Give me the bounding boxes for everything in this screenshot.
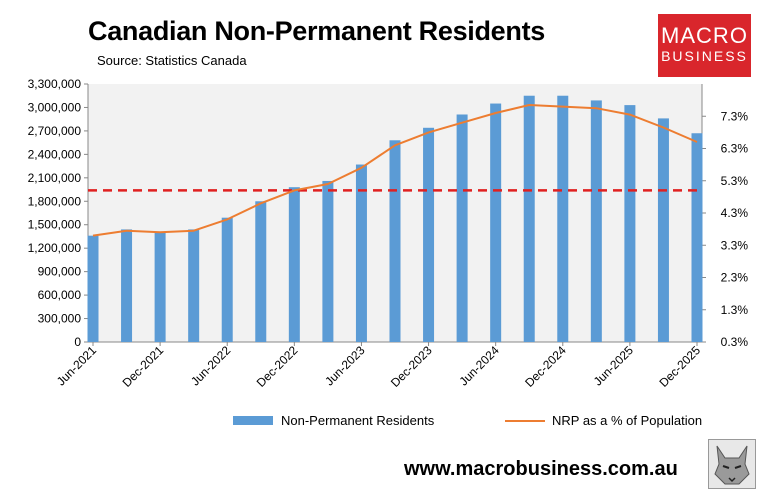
legend-bar-swatch: [233, 416, 273, 425]
left-tick-label: 2,400,000: [28, 147, 82, 161]
bar-npr: [154, 231, 166, 342]
wolf-logo-icon: [708, 439, 756, 489]
bar-npr: [255, 201, 267, 342]
left-tick-label: 3,000,000: [28, 100, 82, 114]
right-tick-label: 4.3%: [721, 206, 749, 220]
left-tick-label: 1,800,000: [28, 194, 82, 208]
left-tick-label: 2,100,000: [28, 171, 82, 185]
line-nrp-percent: [92, 104, 698, 237]
left-tick-label: 900,000: [38, 265, 82, 279]
x-tick-label: Dec-2023: [388, 343, 435, 390]
x-tick-label: Dec-2025: [656, 343, 703, 390]
right-tick-label: 6.3%: [721, 142, 749, 156]
chart-title: Canadian Non-Permanent Residents: [88, 16, 545, 46]
x-tick-label: Jun-2023: [322, 343, 368, 389]
logo-line-2: BUSINESS: [661, 48, 748, 64]
bar-npr: [355, 164, 367, 342]
legend-bar-label: Non-Permanent Residents: [281, 413, 435, 428]
bar-npr: [188, 229, 200, 342]
bar-npr: [624, 105, 636, 342]
left-tick-label: 600,000: [38, 288, 82, 302]
bar-npr: [87, 235, 99, 342]
right-tick-label: 0.3%: [721, 335, 749, 349]
x-tick-label: Jun-2022: [188, 343, 234, 389]
left-tick-label: 300,000: [38, 312, 82, 326]
brand-logo[interactable]: MACRO BUSINESS: [658, 14, 751, 77]
bar-npr: [523, 95, 535, 343]
bar-npr: [657, 118, 669, 343]
left-tick-label: 2,700,000: [28, 124, 82, 138]
bar-npr: [288, 187, 300, 342]
x-tick-label: Dec-2021: [120, 343, 167, 390]
right-tick-label: 1.3%: [721, 303, 749, 317]
bar-npr: [389, 140, 401, 342]
logo-line-1: MACRO: [661, 23, 748, 48]
chart-subtitle: Source: Statistics Canada: [97, 53, 247, 68]
bar-npr: [423, 127, 435, 342]
left-tick-label: 1,500,000: [28, 218, 82, 232]
bar-npr: [221, 217, 233, 342]
bar-npr: [557, 95, 569, 343]
left-tick-label: 3,300,000: [28, 77, 82, 91]
right-tick-label: 3.3%: [721, 238, 749, 252]
bar-npr: [456, 114, 468, 342]
x-tick-label: Jun-2024: [457, 343, 503, 389]
right-tick-label: 5.3%: [721, 174, 749, 188]
bar-npr: [691, 133, 703, 342]
left-tick-label: 1,200,000: [28, 241, 82, 255]
x-tick-label: Dec-2024: [522, 343, 569, 390]
bar-npr: [590, 100, 602, 342]
right-tick-label: 2.3%: [721, 271, 749, 285]
x-tick-label: Dec-2022: [254, 343, 301, 390]
x-tick-label: Jun-2021: [54, 343, 100, 389]
right-tick-label: 7.3%: [721, 109, 749, 123]
website-url[interactable]: www.macrobusiness.com.au: [404, 458, 678, 480]
bar-npr: [322, 180, 334, 342]
x-tick-label: Jun-2025: [591, 343, 637, 389]
legend-line-label: NRP as a % of Population: [552, 413, 702, 428]
bar-npr: [121, 229, 133, 342]
bar-npr: [490, 103, 502, 342]
left-tick-label: 0: [74, 335, 81, 349]
